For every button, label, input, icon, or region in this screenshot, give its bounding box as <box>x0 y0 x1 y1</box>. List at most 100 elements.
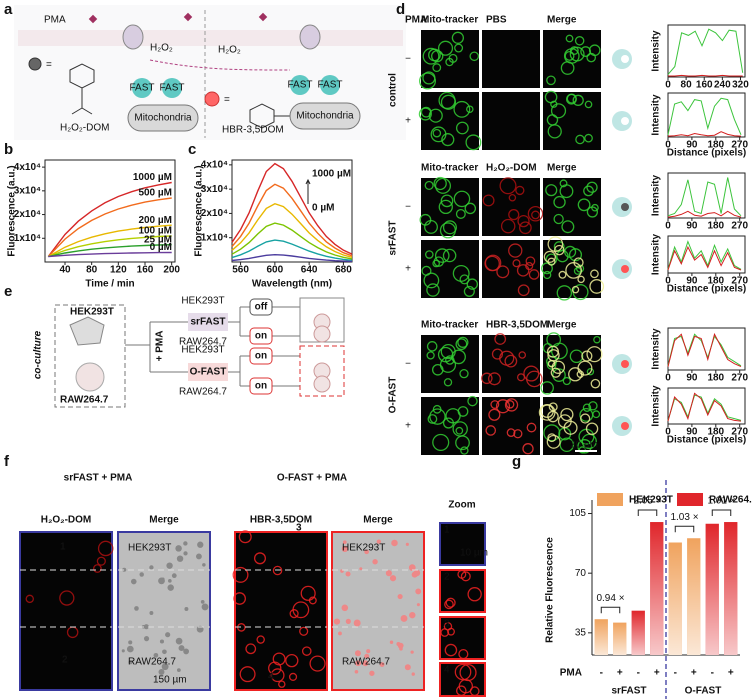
cell-signal <box>93 564 102 573</box>
cell-signal <box>168 579 172 583</box>
cell-signal <box>200 600 205 604</box>
cell-signal <box>201 603 209 611</box>
column-header: H₂O₂-DOM <box>486 163 537 174</box>
cell-signal <box>424 180 434 191</box>
cell-signal <box>453 190 471 208</box>
cell-signal <box>456 685 467 697</box>
label: srFAST <box>190 317 225 328</box>
cell-signal <box>128 660 133 665</box>
cell-signal <box>593 335 601 344</box>
probe-icon <box>621 55 629 63</box>
cell-signal <box>411 672 415 676</box>
cell-signal <box>405 542 409 546</box>
cell-signal <box>546 434 561 449</box>
cell-signal <box>516 264 530 277</box>
arrow <box>149 59 291 71</box>
row-label: O-FAST <box>388 377 399 414</box>
line <box>667 240 742 270</box>
probe-box <box>188 363 228 381</box>
cell-signal <box>362 660 369 667</box>
column-header: Mito-tracker <box>421 163 478 174</box>
cell-signal <box>457 336 469 348</box>
cell-signal <box>590 378 601 389</box>
cell-icon <box>69 316 105 346</box>
cell-signal <box>504 354 518 368</box>
cell-signal <box>565 34 574 43</box>
cell-signal <box>397 593 403 600</box>
cell-signal <box>184 607 189 612</box>
cell-signal <box>442 220 457 235</box>
cell-signal <box>550 103 567 119</box>
cell-signal <box>581 433 597 450</box>
cell-signal <box>569 46 579 55</box>
cell-signal <box>410 650 414 654</box>
cell-signal <box>309 655 326 672</box>
cell-signal <box>418 107 432 121</box>
plot-frame <box>667 235 746 274</box>
cell-signal <box>499 350 515 366</box>
line <box>667 177 742 217</box>
cell-signal <box>128 640 133 645</box>
cell-signal <box>517 214 530 228</box>
cell-signal <box>354 669 359 674</box>
x-tick-label: 180 <box>707 140 724 151</box>
cell-signal <box>439 222 457 239</box>
cell-signal <box>426 341 438 352</box>
label: HEK293T <box>70 307 114 318</box>
series-label: 0 µM <box>150 242 172 253</box>
x-tick-label: 180 <box>707 427 724 438</box>
cell-signal <box>586 368 595 376</box>
x-tick-label: 120 <box>110 265 127 276</box>
y-tick-label: 3x10⁴ <box>201 184 228 195</box>
x-tick-label: 0 <box>665 373 671 384</box>
cell-signal <box>487 372 502 386</box>
bar-shade <box>687 538 701 655</box>
cell-signal <box>556 285 573 301</box>
x-tick-label: + <box>654 668 660 679</box>
x-tick-label: + <box>728 668 734 679</box>
line <box>667 28 744 75</box>
cell-signal <box>372 559 378 565</box>
label: HEK293T <box>181 296 224 307</box>
x-tick-label: 160 <box>137 265 154 276</box>
cell-signal <box>577 275 585 284</box>
y-tick-label: 4x10⁴ <box>201 159 228 170</box>
cell-signal <box>585 422 599 435</box>
label: O-FAST + PMA <box>277 473 347 484</box>
x-tick-label: 90 <box>686 221 698 232</box>
cell-signal <box>25 594 34 604</box>
label: PMA <box>44 15 66 26</box>
y-axis-label: Intensity <box>651 328 662 370</box>
cell-signal <box>564 50 575 61</box>
cell-signal <box>505 400 515 409</box>
line <box>231 162 353 255</box>
cell-signal <box>517 284 530 297</box>
cell-signal <box>175 545 182 552</box>
cell-signal <box>424 219 438 234</box>
cell-signal <box>589 279 605 294</box>
cell-signal <box>491 348 504 360</box>
cell-signal <box>202 563 206 567</box>
row-label: srFAST <box>388 220 399 255</box>
label: HBR-3,5DOM <box>250 515 312 526</box>
label: Zoom <box>448 500 475 511</box>
cell-signal <box>143 636 150 642</box>
state-box <box>249 298 273 316</box>
x-tick-label: 320 <box>732 80 749 91</box>
cell-signal <box>233 592 247 605</box>
cell-signal <box>527 205 544 222</box>
y-tick-label: 1x10⁴ <box>14 233 41 244</box>
cell-signal <box>558 270 567 279</box>
coculture-box <box>54 304 126 408</box>
cell-signal <box>584 133 593 143</box>
cell-signal <box>459 664 477 682</box>
line <box>47 181 172 257</box>
micrograph <box>331 531 425 691</box>
cell-signal <box>581 350 593 362</box>
cell-signal <box>341 604 349 612</box>
cell-signal <box>538 403 556 421</box>
y-tick-label: 4x10⁴ <box>14 162 41 173</box>
cell-signal <box>376 539 382 544</box>
x-tick-label: 270 <box>731 276 748 287</box>
y-tick-label: 105 <box>569 508 586 519</box>
